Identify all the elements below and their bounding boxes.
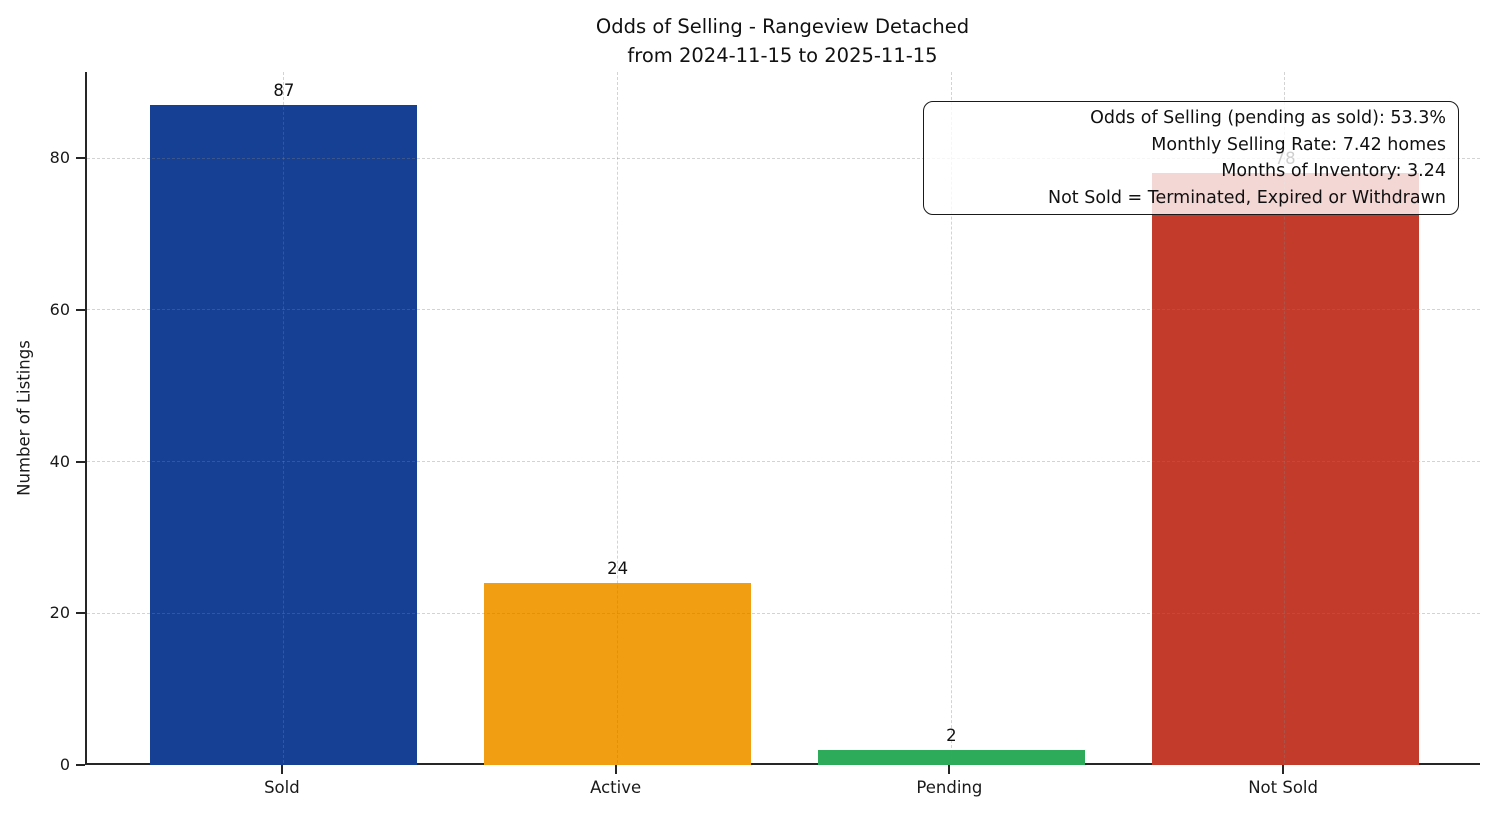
x-tick-mark [1282, 765, 1285, 774]
gridline-vertical [1284, 72, 1286, 763]
x-tick-mark [948, 765, 951, 774]
bar-sold [150, 105, 418, 765]
bar-value-label: 2 [946, 725, 957, 745]
y-tick-label: 60 [49, 299, 70, 319]
x-tick-label: Active [590, 778, 642, 797]
y-tick-label: 80 [49, 148, 70, 168]
y-tick-mark [76, 308, 85, 311]
bar-active [484, 582, 752, 765]
chart-subtitle: from 2024-11-15 to 2025-11-15 [627, 44, 938, 67]
gridline-horizontal [87, 309, 1480, 311]
y-tick-label: 0 [59, 755, 70, 774]
x-tick-label: Pending [916, 778, 983, 797]
x-tick-mark [614, 765, 617, 774]
gridline-horizontal [87, 612, 1480, 614]
chart-title-block: Odds of Selling - Rangeview Detached fro… [85, 12, 1480, 70]
x-tick-mark [280, 765, 283, 774]
gridline-horizontal [87, 157, 1480, 159]
y-tick-label: 20 [49, 603, 70, 623]
y-tick-label: 40 [49, 451, 70, 471]
gridline-horizontal [87, 460, 1480, 462]
bar-pending [817, 749, 1085, 765]
annotation-odds-of-selling: Odds of Selling (pending as sold): 53.3% [1090, 108, 1446, 128]
plot-area: 8724278 [85, 72, 1480, 765]
bar-value-label: 87 [273, 81, 295, 100]
gridline-vertical [283, 72, 285, 763]
annotation-not-sold-definition: Not Sold = Terminated, Expired or Withdr… [1047, 187, 1446, 208]
bar-value-label: 24 [607, 558, 629, 578]
gridline-vertical [617, 72, 619, 763]
y-tick-mark [76, 612, 85, 615]
annotation-monthly-selling-rate: Monthly Selling Rate: 7.42 homes [1151, 134, 1446, 155]
y-tick-mark [76, 460, 85, 463]
chart-title: Odds of Selling - Rangeview Detached [595, 15, 970, 38]
x-tick-label: Not Sold [1248, 778, 1318, 797]
bar-not-sold [1151, 173, 1419, 765]
annotation-box: Odds of Selling (pending as sold): 53.3%… [923, 101, 1459, 215]
y-axis-label: Number of Listings [14, 340, 34, 496]
x-tick-label: Sold [264, 778, 300, 797]
y-tick-mark [76, 157, 85, 160]
y-tick-mark [76, 764, 85, 766]
gridline-vertical [950, 72, 952, 763]
annotation-months-of-inventory: Months of Inventory: 3.24 [1221, 161, 1446, 181]
